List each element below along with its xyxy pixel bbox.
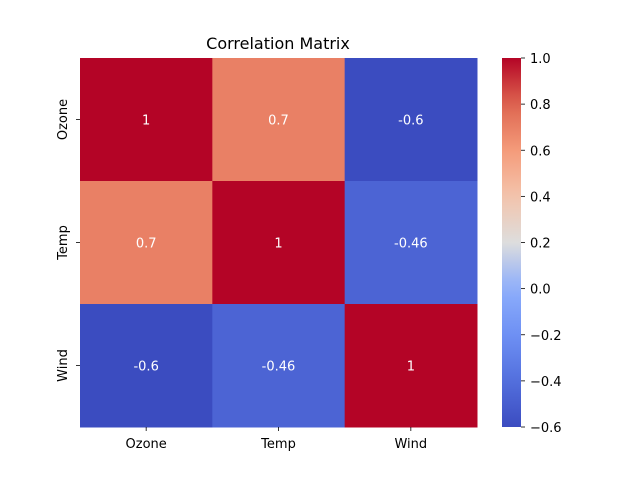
x-axis: Ozone Temp Wind — [126, 427, 427, 452]
heatmap-cell-wind-temp — [212, 304, 346, 428]
cell-annotation: 0.7 — [268, 114, 289, 129]
colorbar-tick-label: −0.2 — [530, 329, 562, 344]
cell-annotation: -0.6 — [398, 114, 423, 129]
colorbar-tick-label: 1.0 — [530, 52, 551, 67]
cell-annotation: -0.6 — [133, 360, 158, 375]
colorbar-gradient — [502, 58, 521, 427]
y-tick-label: Wind — [56, 349, 71, 382]
colorbar-tick-label: 0.6 — [530, 144, 551, 159]
cell-annotation: -0.46 — [262, 360, 296, 375]
cell-annotations: 1 0.7 -0.6 0.7 1 -0.46 -0.6 -0.46 1 — [133, 114, 427, 375]
colorbar-tick-label: 0.0 — [530, 283, 551, 298]
heatmap-cell-ozone-temp — [212, 58, 346, 182]
heatmap-cell-temp-ozone — [80, 181, 213, 305]
colorbar: 1.0 0.8 0.6 0.4 0.2 0.0 −0.2 −0.4 −0.6 — [502, 52, 562, 436]
colorbar-tick-label: 0.4 — [530, 190, 551, 205]
x-tick-label: Temp — [260, 437, 296, 452]
colorbar-tick-label: −0.4 — [530, 375, 562, 390]
heatmap-cell-temp-temp — [212, 181, 346, 305]
heatmap-cell-wind-ozone — [80, 304, 213, 428]
cell-annotation: 0.7 — [136, 237, 157, 252]
chart-title: Correlation Matrix — [206, 34, 350, 53]
cell-annotation: 1 — [274, 237, 282, 252]
heatmap-cell-temp-wind — [344, 181, 478, 305]
y-tick-label: Ozone — [56, 99, 71, 140]
colorbar-tick-label: 0.8 — [530, 98, 551, 113]
heatmap-cell-ozone-ozone — [80, 58, 213, 182]
cell-annotation: 1 — [407, 360, 415, 375]
colorbar-tick-label: −0.6 — [530, 421, 562, 436]
heatmap-cell-ozone-wind — [344, 58, 478, 182]
y-tick-label: Temp — [56, 225, 71, 261]
colorbar-tick-label: 0.2 — [530, 237, 551, 252]
x-tick-label: Wind — [394, 437, 427, 452]
cell-annotation: -0.46 — [394, 237, 428, 252]
heatmap-cells — [80, 58, 478, 428]
y-axis: Ozone Temp Wind — [56, 99, 80, 382]
x-tick-label: Ozone — [126, 437, 167, 452]
heatmap-cell-wind-wind — [344, 304, 478, 428]
cell-annotation: 1 — [142, 114, 150, 129]
